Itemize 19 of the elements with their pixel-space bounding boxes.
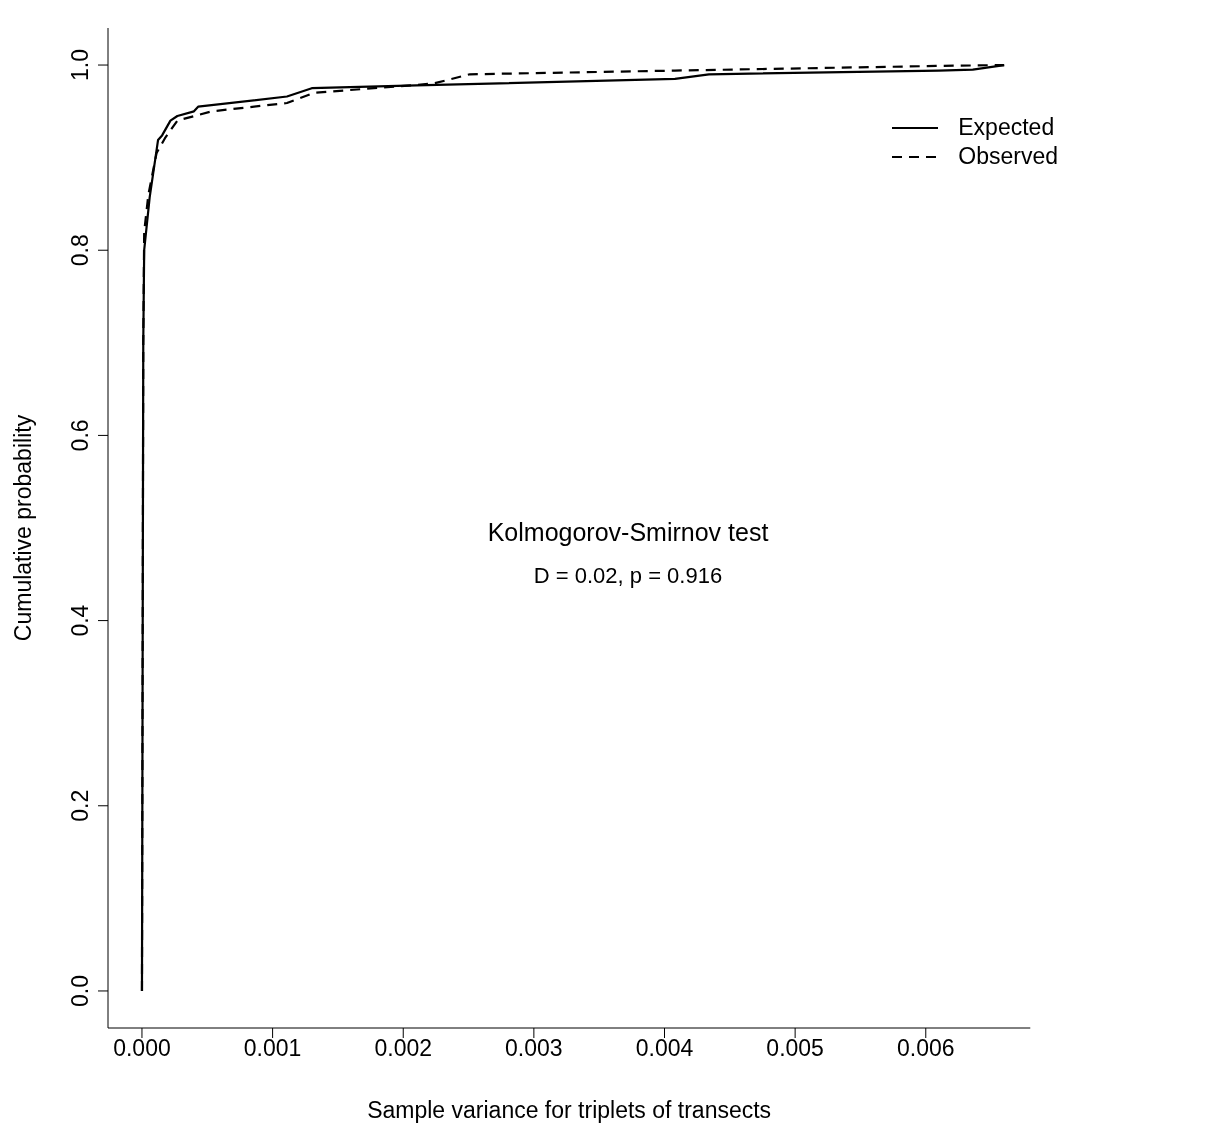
- x-axis-title: Sample variance for triplets of transects: [367, 1097, 772, 1123]
- x-tick-label: 0.002: [374, 1035, 433, 1062]
- x-tick-label: 0.005: [766, 1035, 824, 1062]
- x-tick-label: 0.006: [896, 1035, 955, 1062]
- y-tick-label: 0.6: [67, 419, 93, 452]
- y-tick-label: 0.4: [67, 604, 93, 637]
- legend-label: Expected: [958, 114, 1055, 141]
- y-tick-label: 0.8: [67, 234, 93, 267]
- annotation: Kolmogorov-Smirnov test: [486, 518, 770, 547]
- y-tick-label: 0.0: [67, 974, 93, 1007]
- x-tick-label: 0.004: [635, 1035, 694, 1062]
- x-tick-label: 0.000: [113, 1035, 171, 1062]
- y-tick-label: 1.0: [67, 49, 93, 82]
- x-tick-label: 0.003: [505, 1035, 563, 1062]
- x-tick-label: 0.001: [243, 1035, 302, 1062]
- annotation: D = 0.02, p = 0.916: [532, 563, 724, 589]
- legend-label: Observed: [958, 143, 1058, 170]
- y-tick-label: 0.2: [67, 789, 93, 822]
- y-axis-title: Cumulative probability: [10, 414, 37, 642]
